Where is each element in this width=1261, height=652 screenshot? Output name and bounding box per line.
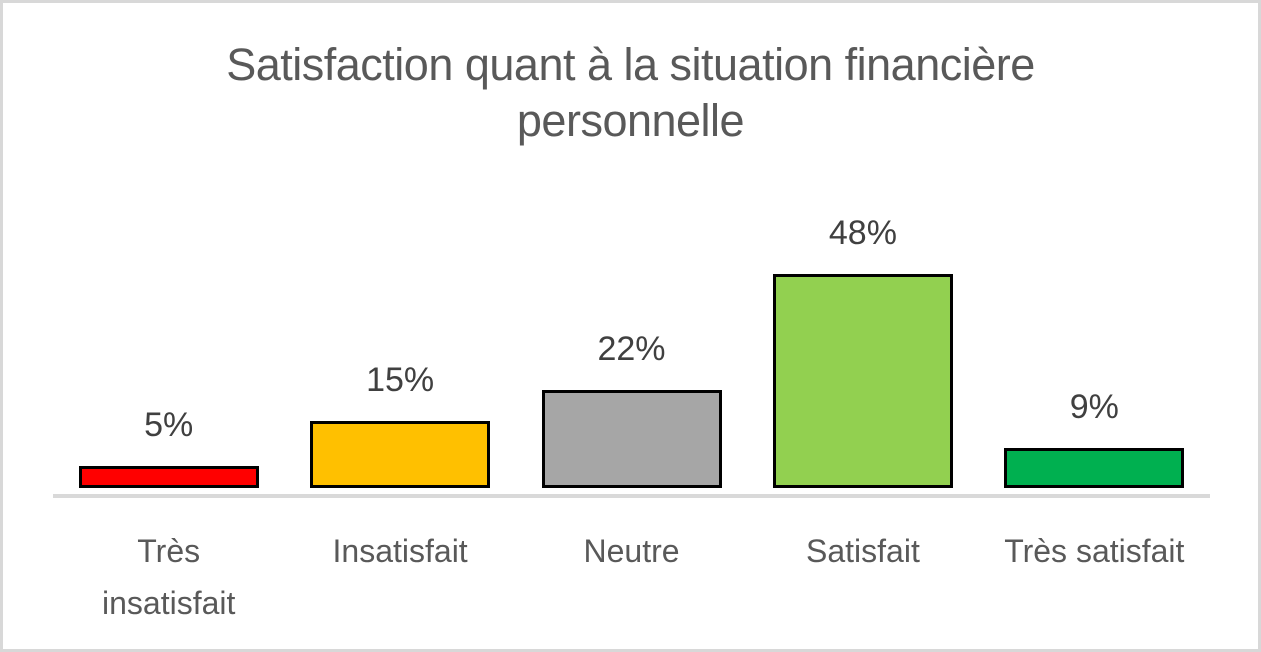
bar-tres-insatisfait (78, 466, 259, 488)
bar-satisfait (772, 274, 953, 488)
bar-column: 22% (516, 329, 747, 488)
bar-neutre (541, 390, 722, 488)
category-label-neutre: Neutre (583, 533, 680, 569)
bar-value-label: 48% (828, 214, 897, 253)
x-axis-line (53, 494, 1210, 498)
category-labels-row: Très insatisfait Insatisfait Neutre Sati… (53, 500, 1210, 629)
bar-insatisfait (310, 421, 491, 488)
bar-column: 15% (284, 360, 515, 488)
bar-value-label: 5% (144, 406, 194, 445)
chart-title: Satisfaction quant à la situation financ… (226, 39, 1035, 147)
bar-column: 9% (979, 387, 1210, 488)
category-label-insatisfait: Insatisfait (332, 533, 468, 569)
bar-column: 48% (747, 213, 978, 488)
category-label-tres-insatisfait: Très insatisfait (102, 533, 236, 621)
bar-tres-satisfait (1004, 448, 1185, 488)
bars-row: 5% 15% 22% 48% 9% (53, 213, 1210, 488)
bar-value-label: 9% (1069, 388, 1119, 427)
bar-value-label: 22% (597, 330, 666, 369)
bar-column: 5% (53, 405, 284, 488)
category-label-satisfait: Satisfait (806, 533, 920, 569)
bar-value-label: 15% (366, 361, 435, 400)
category-label-tres-satisfait: Très satisfait (1004, 533, 1185, 569)
